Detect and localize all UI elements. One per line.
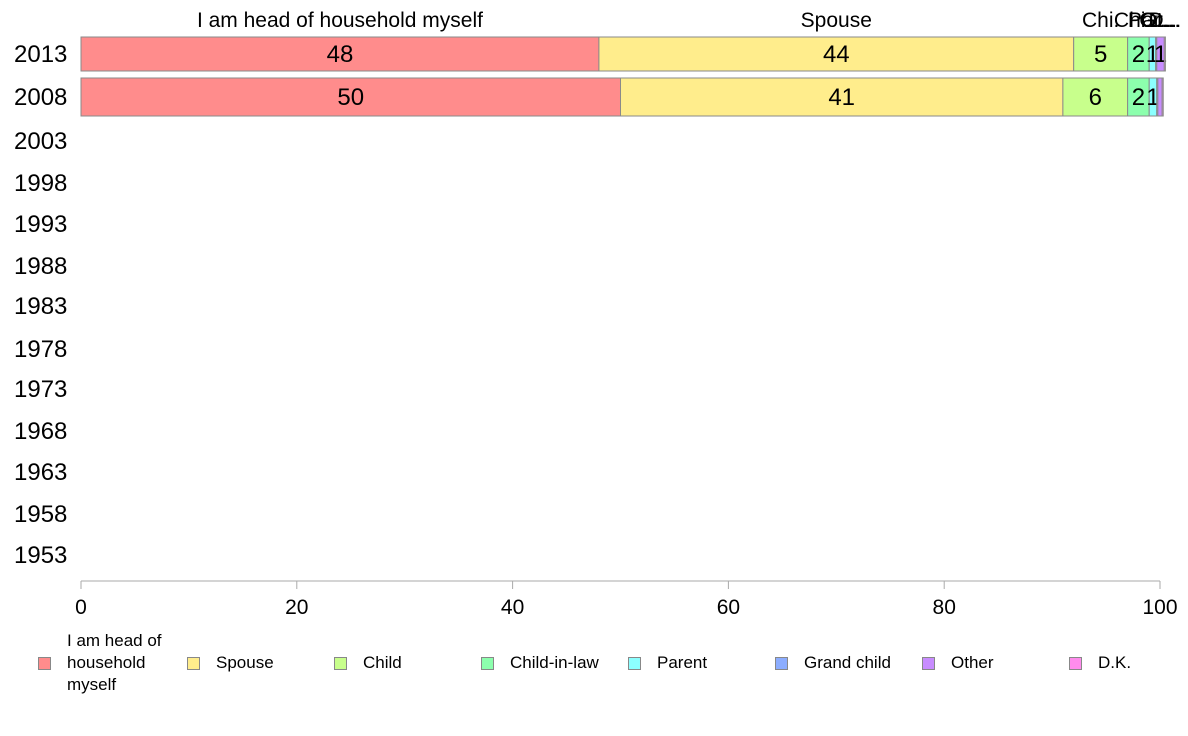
year-label: 2008 bbox=[14, 84, 67, 111]
year-label: 1993 bbox=[14, 211, 67, 238]
legend-label: D.K. bbox=[1098, 653, 1132, 672]
segment-label: 44 bbox=[823, 41, 850, 68]
x-tick-label: 100 bbox=[1142, 596, 1177, 619]
legend-swatch bbox=[38, 656, 51, 670]
bar-segment bbox=[1163, 36, 1166, 72]
bar-segment bbox=[1161, 77, 1164, 117]
legend-swatch bbox=[628, 656, 641, 670]
year-label: 1998 bbox=[14, 170, 67, 197]
series-top-label: Ot... bbox=[1141, 9, 1181, 32]
legend-label: Spouse bbox=[216, 653, 274, 672]
bar-segment bbox=[620, 77, 1064, 117]
legend: I am head of household myself Spouse Child… bbox=[38, 630, 1168, 700]
legend-swatch bbox=[775, 656, 788, 670]
x-tick-label: 60 bbox=[717, 596, 740, 619]
legend-swatch bbox=[334, 656, 347, 670]
legend-item: I am head of household myself bbox=[38, 630, 177, 696]
year-label: 1953 bbox=[14, 542, 67, 569]
bar-segment bbox=[1157, 77, 1163, 117]
legend-item: D.K. bbox=[1069, 630, 1178, 696]
legend-label: Parent bbox=[657, 653, 708, 672]
legend-swatch bbox=[922, 656, 935, 670]
series-top-label: Spouse bbox=[801, 9, 872, 32]
series-top-label: Chi... bbox=[1114, 9, 1163, 32]
legend-swatch bbox=[481, 656, 494, 670]
legend-item: Child-in-law bbox=[481, 630, 620, 696]
legend-swatch bbox=[187, 656, 200, 670]
year-label: 2003 bbox=[14, 128, 67, 155]
bar-segment bbox=[80, 77, 621, 117]
legend-label: I am head of household myself bbox=[67, 631, 162, 694]
segment-label: 41 bbox=[828, 84, 855, 111]
legend-item: Grand child bbox=[775, 630, 914, 696]
x-tick-label: 20 bbox=[285, 596, 308, 619]
legend-swatch bbox=[1069, 656, 1082, 670]
x-tick-label: 40 bbox=[501, 596, 524, 619]
series-top-label: D... bbox=[1149, 9, 1182, 32]
year-label: 1968 bbox=[14, 418, 67, 445]
legend-item: Parent bbox=[628, 630, 757, 696]
x-tick-label: 0 bbox=[75, 596, 87, 619]
series-top-label: G... bbox=[1139, 9, 1173, 32]
segment-label: 2 bbox=[1132, 41, 1145, 68]
year-label: 1958 bbox=[14, 501, 67, 528]
legend-label: Child bbox=[363, 653, 402, 672]
bar-segment bbox=[80, 36, 600, 72]
year-label: 2013 bbox=[14, 41, 67, 68]
segment-label: 6 bbox=[1089, 84, 1102, 111]
segment-label: 48 bbox=[327, 41, 354, 68]
year-label: 1973 bbox=[14, 376, 67, 403]
year-label: 1983 bbox=[14, 293, 67, 320]
legend-item: Other bbox=[922, 630, 1051, 696]
year-label: 1963 bbox=[14, 459, 67, 486]
legend-item: Child bbox=[334, 630, 463, 696]
legend-label: Other bbox=[951, 653, 994, 672]
segment-label: 50 bbox=[337, 84, 364, 111]
series-top-label: Chi. bbox=[1082, 9, 1119, 32]
series-top-label: I am head of household myself bbox=[197, 9, 483, 32]
legend-item: Spouse bbox=[187, 630, 316, 696]
bar-segment bbox=[598, 36, 1075, 72]
year-label: 1978 bbox=[14, 336, 67, 363]
x-tick-label: 80 bbox=[933, 596, 956, 619]
segment-label: 2 bbox=[1132, 84, 1145, 111]
legend-label: Child-in-law bbox=[510, 653, 599, 672]
legend-label: Grand child bbox=[804, 653, 891, 672]
series-top-label: Par... bbox=[1128, 9, 1177, 32]
bar-segment bbox=[1073, 36, 1129, 72]
segment-label: 5 bbox=[1094, 41, 1107, 68]
year-label: 1988 bbox=[14, 253, 67, 280]
